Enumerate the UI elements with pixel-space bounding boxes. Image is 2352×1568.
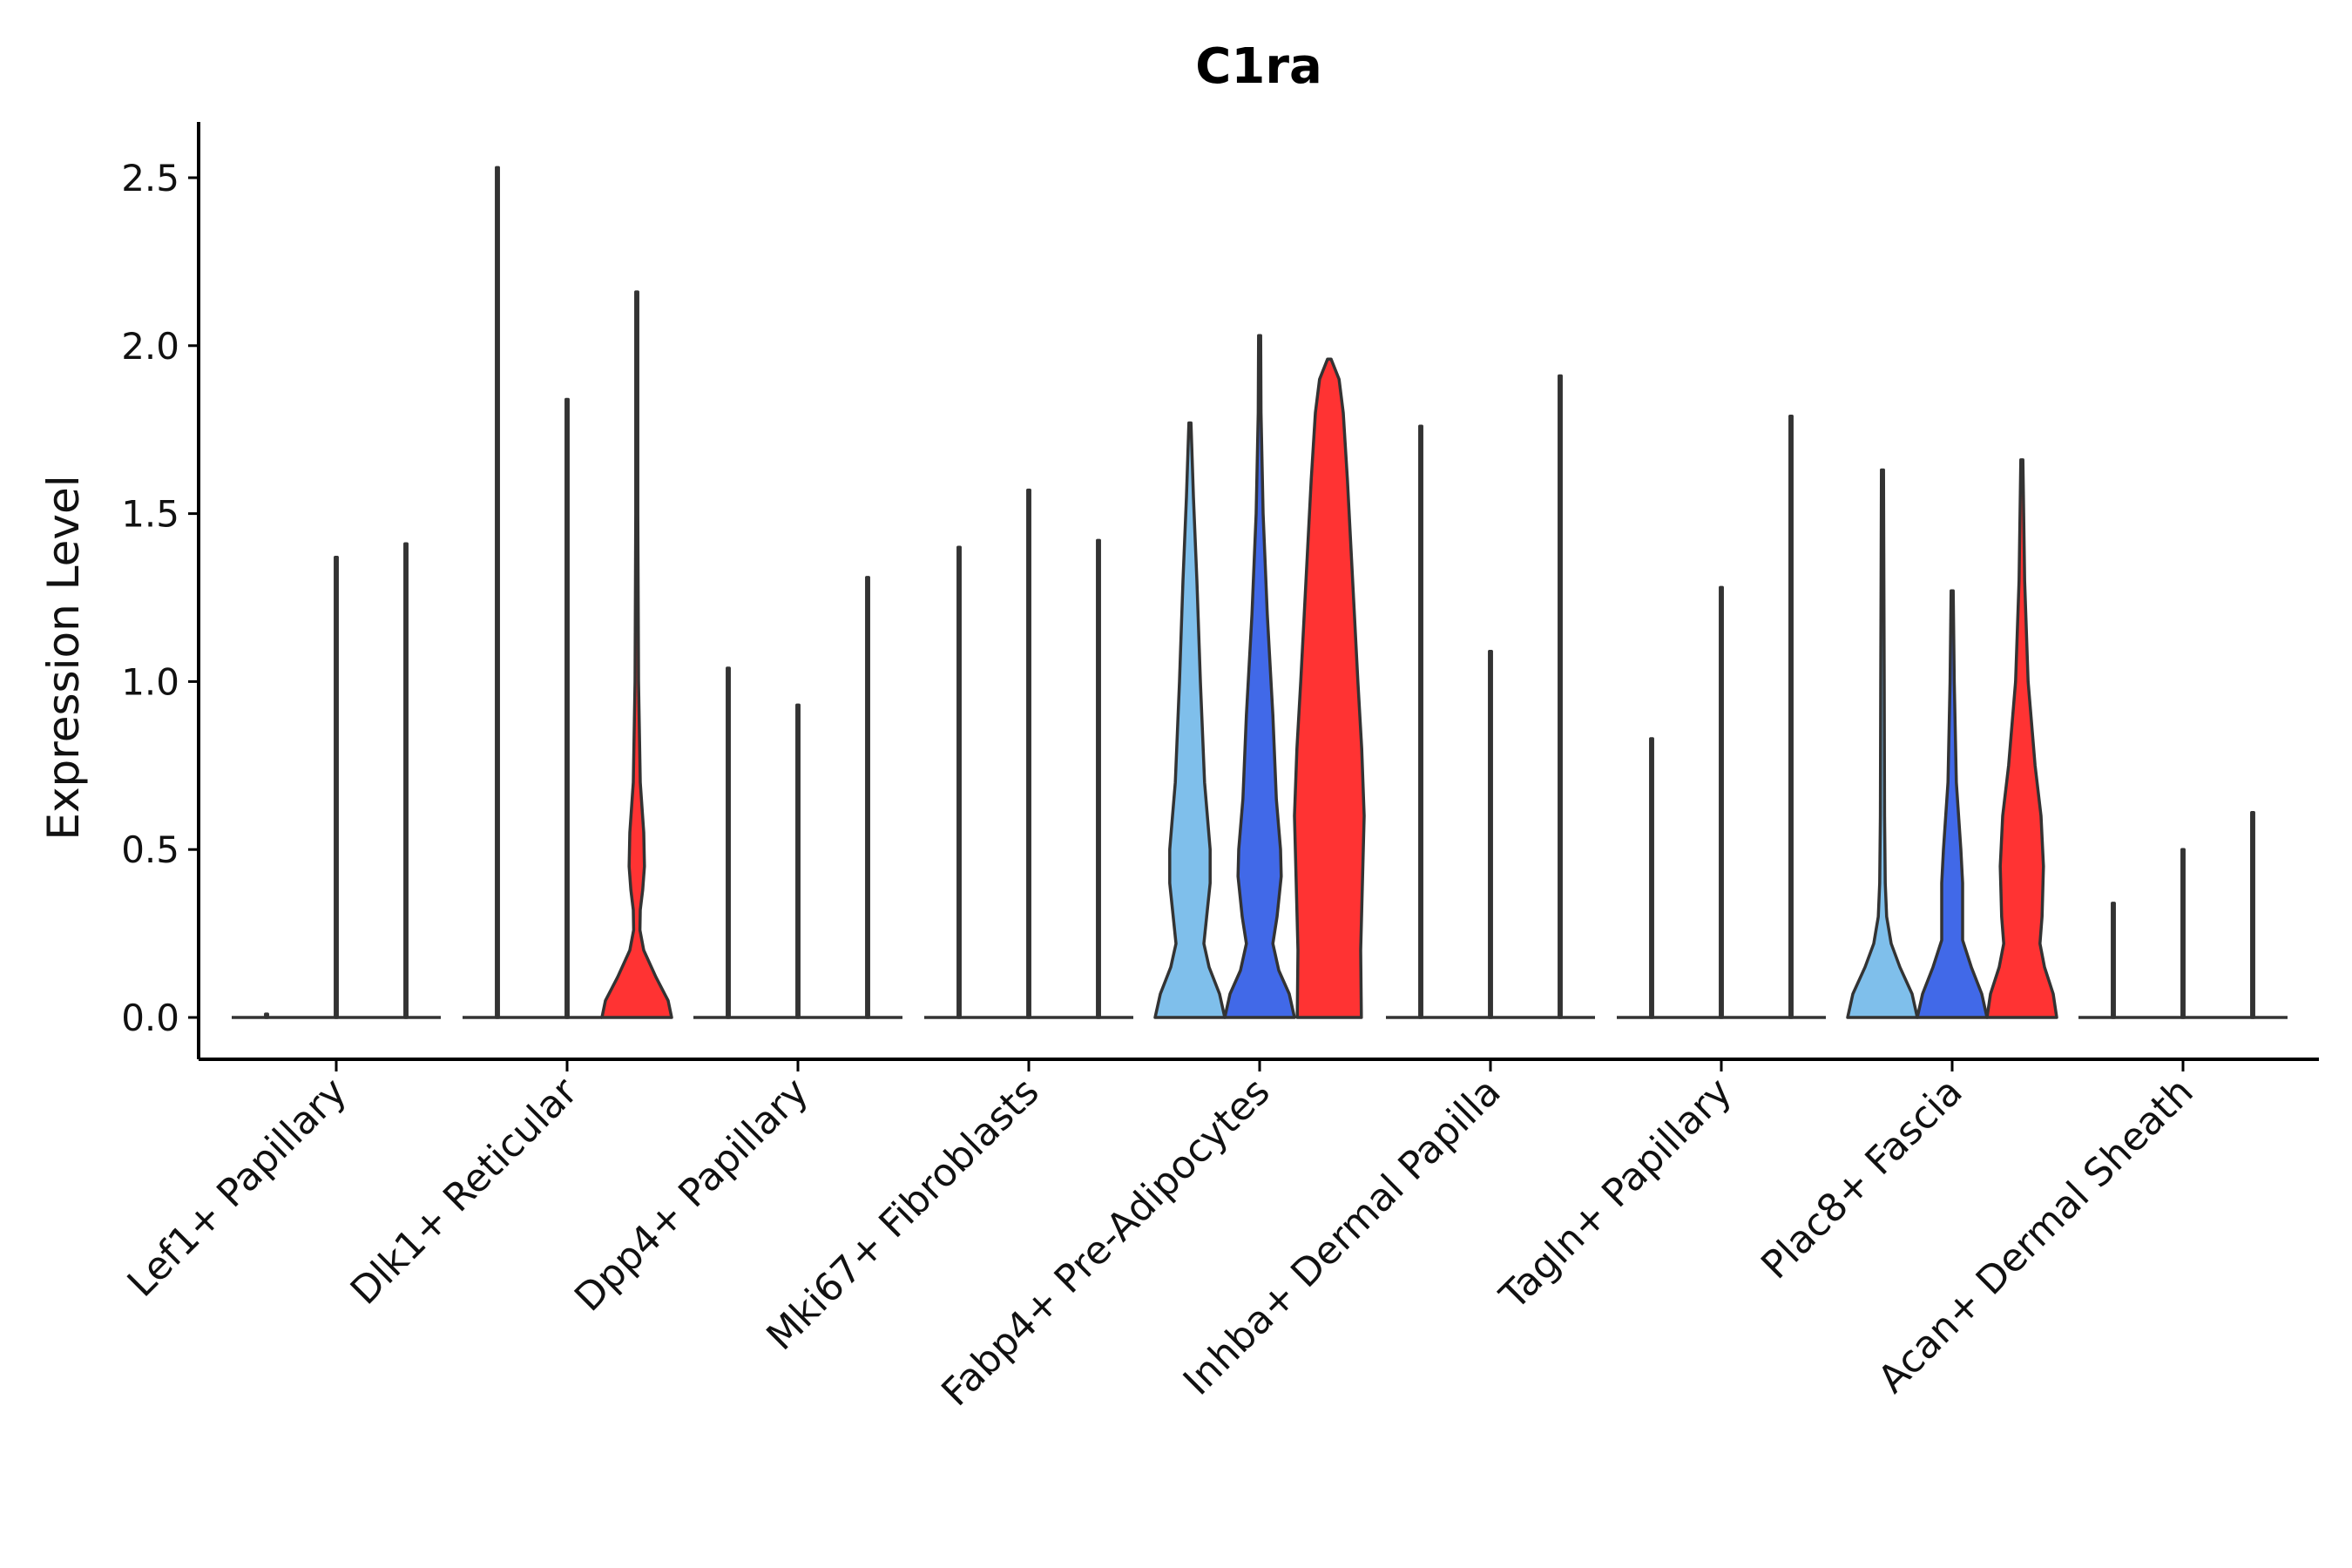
violin-plac8-fascia-s3 [1985,458,2058,1019]
chart-title: C1ra [1195,38,1321,95]
violin-fabp4-pre-adipocytes-s3 [1293,357,1366,1019]
violin-dpp4-papillary-s2 [795,703,801,1019]
y-axis: 0.0 0.5 1.0 1.5 2.0 2.5 [121,122,200,1059]
violin-inhba-dermal-papilla-s3 [1558,374,1563,1019]
y-tick-label: 2.0 [121,325,179,368]
y-tick-label: 2.5 [121,157,179,199]
y-axis-label: Expression Level [38,475,89,840]
x-tick-label: Dlk1+ Reticular [342,1069,587,1314]
y-tick-label: 1.0 [121,660,179,703]
x-tick-label: Lef1+ Papillary [119,1070,355,1306]
violin-tagln-papillary-s1 [1649,737,1654,1019]
y-tick-label: 0.5 [121,828,179,871]
violin-inhba-dermal-papilla-s2 [1488,649,1493,1019]
x-tick-label: Dpp4+ Papillary [566,1070,817,1321]
violin-plac8-fascia-s1 [1846,468,1919,1019]
y-tick-label: 1.5 [121,493,179,536]
violin-dpp4-papillary-s3 [865,576,870,1019]
violin-acan-dermal-sheath-s2 [2180,848,2186,1019]
violin-mki67-fibroblasts-s3 [1096,538,1101,1019]
violins-layer [232,166,2288,1019]
violin-inhba-dermal-papilla-s1 [1418,424,1423,1019]
violin-acan-dermal-sheath-s3 [2250,811,2255,1019]
violin-lef1-papillary-s3 [403,542,409,1019]
violin-lef1-papillary-s2 [334,555,339,1019]
violin-fabp4-pre-adipocytes-s2 [1223,334,1296,1019]
x-tick-label: Tagln+ Papillary [1491,1070,1740,1319]
violin-acan-dermal-sheath-s1 [2111,902,2116,1019]
violin-fabp4-pre-adipocytes-s1 [1153,421,1227,1019]
y-tick-label: 0.0 [121,997,179,1039]
violin-dlk1-reticular-s2 [564,397,570,1019]
violin-plac8-fascia-s2 [1916,589,1989,1019]
violin-mki67-fibroblasts-s1 [956,545,962,1019]
violin-dlk1-reticular-s1 [495,166,500,1019]
violin-dlk1-reticular-s3 [600,290,673,1019]
violin-tagln-papillary-s3 [1788,415,1794,1019]
violin-tagln-papillary-s2 [1719,585,1724,1019]
violin-mki67-fibroblasts-s2 [1026,488,1031,1019]
violin-dpp4-papillary-s1 [726,666,731,1019]
x-tick-label: Plac8+ Fascia [1753,1070,1971,1288]
